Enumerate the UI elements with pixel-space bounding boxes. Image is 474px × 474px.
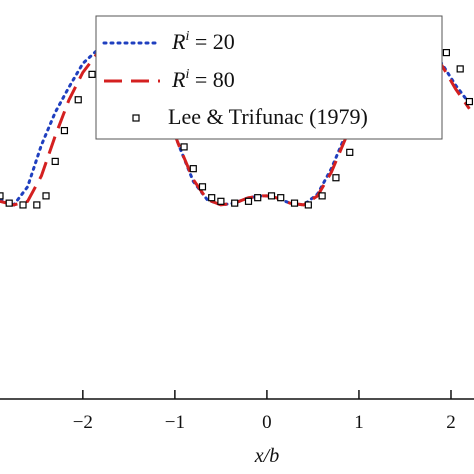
data-point-marker: [277, 194, 285, 202]
data-point-marker: [33, 201, 41, 209]
data-point-marker: [254, 194, 262, 202]
legend: Ri = 20 Ri = 80 Lee & Trifunac (1979): [95, 15, 443, 140]
legend-label-2: Ri = 80: [171, 67, 235, 92]
data-point-marker: [42, 192, 50, 200]
data-point-marker: [346, 148, 354, 156]
data-point-marker: [267, 192, 276, 200]
data-point-marker: [217, 197, 225, 205]
legend-label-3: Lee & Trifunac (1979): [168, 104, 368, 129]
data-point-marker: [332, 174, 340, 182]
data-point-marker: [244, 197, 253, 205]
legend-items: Ri = 20 Ri = 80 Lee & Trifunac (1979): [102, 29, 368, 129]
data-point-marker: [180, 143, 188, 151]
x-axis-ticks: −2 −1 0 1 2: [73, 390, 456, 433]
x-axis-title: x/b: [254, 445, 279, 467]
data-point-marker: [5, 199, 13, 207]
x-tick-label: 2: [446, 412, 456, 433]
x-tick-label: 1: [354, 412, 364, 433]
data-point-marker: [19, 201, 27, 209]
data-point-marker: [442, 48, 450, 57]
x-tick-label: −2: [73, 412, 93, 433]
data-point-marker: [88, 70, 96, 78]
data-point-marker: [318, 192, 326, 200]
legend-box: [95, 15, 443, 140]
data-point-marker: [198, 183, 207, 191]
data-point-marker: [231, 199, 239, 207]
data-point-marker: [456, 65, 464, 73]
data-point-marker: [74, 96, 82, 104]
data-point-marker: [465, 97, 473, 106]
data-point-marker: [189, 165, 197, 173]
legend-marker-square: [132, 114, 140, 122]
data-point-marker: [51, 157, 59, 166]
data-point-marker: [60, 126, 69, 135]
data-point-marker: [208, 194, 216, 202]
x-tick-label: 0: [262, 412, 272, 433]
data-point-marker: [304, 201, 312, 209]
x-tick-label: −1: [165, 412, 185, 433]
legend-label-1: Ri = 20: [171, 29, 235, 54]
data-point-marker: [290, 199, 299, 207]
data-point-marker: [0, 192, 4, 200]
